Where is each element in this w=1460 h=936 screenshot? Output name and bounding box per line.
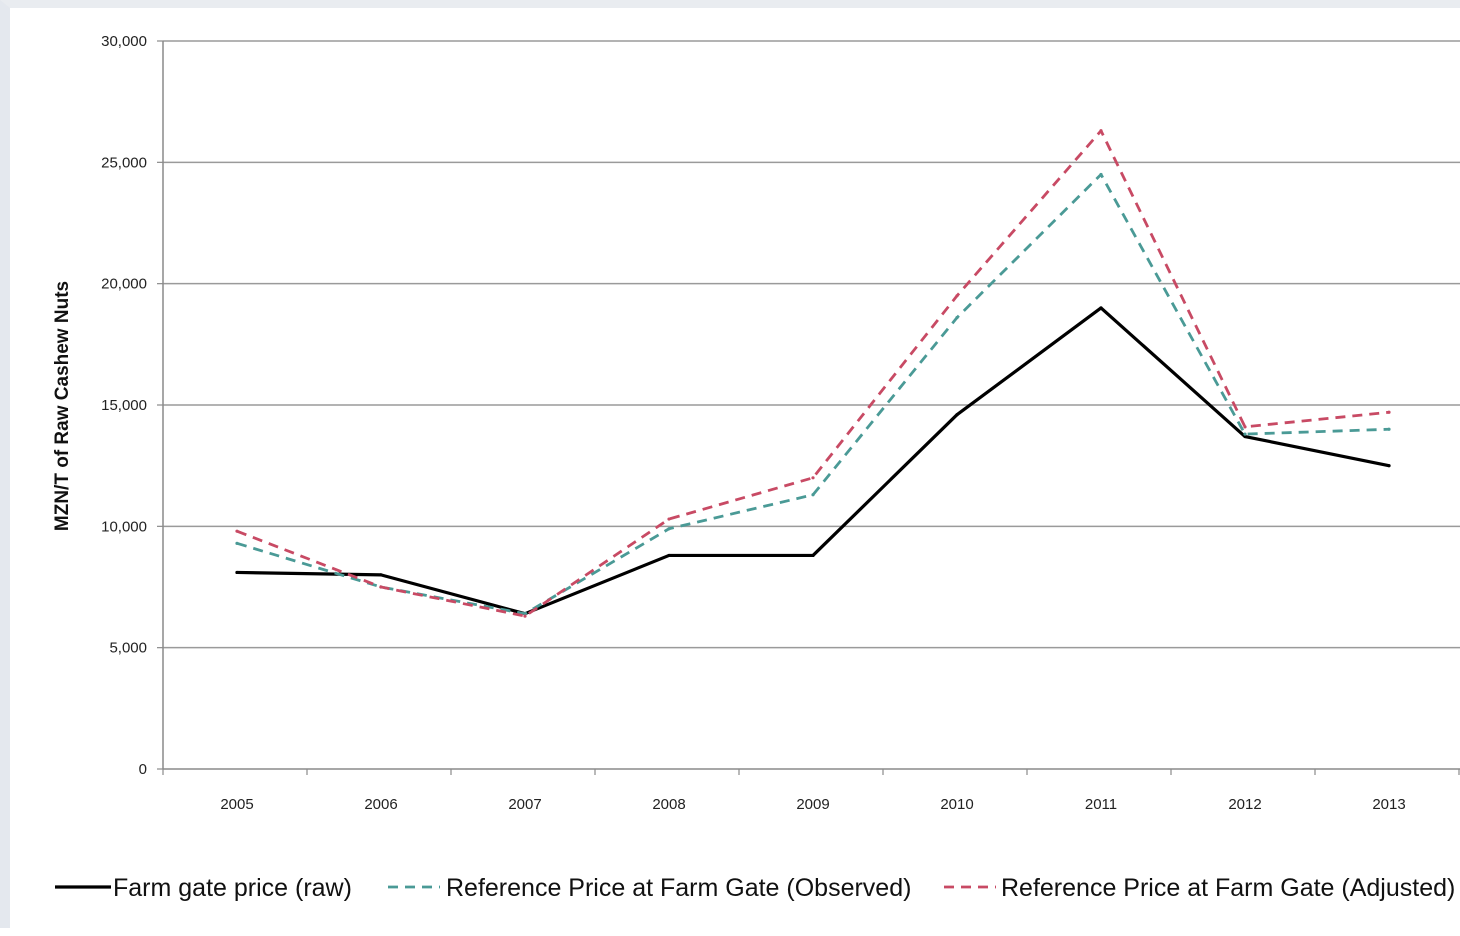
gridlines (163, 40, 1460, 649)
data-point (379, 585, 383, 589)
data-point (1387, 427, 1391, 431)
data-point (235, 541, 239, 545)
series-line-3 (236, 129, 1390, 618)
data-point (523, 614, 527, 618)
data-point (955, 316, 959, 320)
data-point (1387, 410, 1391, 414)
data-point (1099, 129, 1103, 133)
data-point (235, 570, 239, 575)
y-tick-label: 15,000 (101, 397, 147, 414)
x-tick-label: 2008 (652, 796, 685, 813)
y-axis-title: MZN/T of Raw Cashew Nuts (52, 281, 73, 531)
legend-label-3: Reference Price at Farm Gate (Adjusted) (1001, 874, 1455, 902)
series-line-1 (235, 306, 1391, 616)
line-chart: 0 5,000 10,000 15,000 20,000 25,000 30,000 200… (52, 33, 1460, 902)
data-point (1243, 425, 1247, 429)
data-point (379, 573, 383, 577)
data-point (1243, 432, 1247, 436)
y-tick-labels: 0 5,000 10,000 15,000 20,000 25,000 30,000 (101, 33, 147, 778)
legend-label-1: Farm gate price (raw) (113, 874, 352, 902)
data-point (523, 612, 527, 616)
legend: Farm gate price (raw) Reference Price at … (55, 874, 1455, 902)
data-point (1387, 464, 1391, 468)
data-point (667, 553, 671, 558)
data-point (667, 517, 671, 521)
x-tick-label: 2011 (1085, 796, 1117, 813)
data-point (811, 553, 815, 558)
series-lines (235, 129, 1391, 618)
x-tick-labels: 2005 2006 2007 2008 2009 2010 2011 2012 2013 (220, 796, 1405, 813)
x-tick-label: 2006 (364, 796, 397, 813)
data-point (811, 476, 815, 480)
x-tick-label: 2009 (796, 796, 829, 813)
legend-label-2: Reference Price at Farm Gate (Observed) (446, 874, 911, 902)
y-tick-label: 5,000 (109, 640, 147, 657)
y-tick-label: 0 (139, 761, 147, 778)
x-tick-label: 2007 (508, 796, 541, 813)
series-line-2 (236, 173, 1390, 616)
x-tick-label: 2005 (220, 796, 253, 813)
x-tick-label: 2013 (1372, 796, 1405, 813)
data-point (955, 413, 959, 417)
y-tick-label: 25,000 (101, 154, 147, 171)
data-point (1243, 434, 1247, 439)
data-point (1099, 172, 1103, 177)
y-tick-label: 30,000 (101, 33, 147, 50)
data-point (811, 493, 815, 497)
axes (157, 40, 1460, 775)
data-point (667, 527, 671, 531)
data-point (955, 294, 959, 298)
x-tick-label: 2010 (940, 796, 973, 813)
y-tick-label: 20,000 (101, 276, 147, 293)
x-tick-label: 2012 (1228, 796, 1261, 813)
data-point (1099, 306, 1103, 310)
data-point (235, 529, 239, 533)
y-tick-label: 10,000 (101, 518, 147, 535)
